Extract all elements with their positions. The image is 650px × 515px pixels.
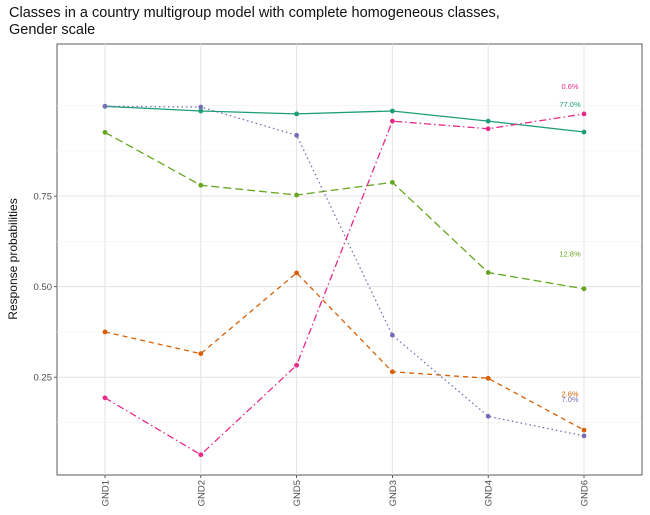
data-point: [581, 111, 587, 117]
y-tick-label: 0.25: [34, 373, 53, 384]
data-point: [485, 118, 491, 124]
data-point: [581, 427, 587, 433]
data-point: [102, 129, 108, 135]
x-tick-label: GND3: [388, 480, 399, 506]
y-axis-ticks: 0.25 0.50 0.75: [34, 192, 57, 384]
x-axis-ticks: GND1 GND2 GND5 GND3 GND4 GND6: [101, 475, 591, 506]
class-share-label: 7.0%: [561, 395, 578, 404]
x-tick-label: GND1: [101, 480, 112, 506]
data-point: [294, 270, 299, 276]
data-point: [485, 375, 491, 381]
data-point: [102, 329, 108, 335]
data-point: [581, 129, 587, 135]
data-point: [485, 413, 491, 419]
chart-title-line-1: Classes in a country multigroup model wi…: [9, 5, 500, 21]
series-line: [104, 105, 585, 437]
x-tick-label: GND2: [196, 480, 207, 506]
y-tick-label: 0.75: [34, 192, 53, 203]
series-lines: [104, 105, 585, 456]
data-point: [198, 108, 204, 114]
data-point: [294, 362, 299, 368]
series-line: [104, 113, 585, 456]
data-point: [198, 452, 204, 458]
data-point: [294, 111, 299, 117]
data-point: [390, 108, 395, 114]
data-point: [198, 182, 204, 188]
data-point: [198, 351, 204, 357]
series-line: [104, 272, 585, 431]
y-tick-label: 0.50: [34, 282, 53, 293]
class-share-label: 12.8%: [559, 250, 581, 259]
series-line: [104, 105, 585, 133]
grid-lines: [57, 44, 642, 475]
class-share-label: 0.6%: [561, 82, 578, 91]
data-point: [102, 395, 108, 401]
chart-title: Classes in a country multigroup model wi…: [9, 5, 500, 39]
data-point: [390, 179, 395, 185]
data-points: [102, 103, 587, 458]
data-point: [198, 104, 204, 110]
y-axis-label: Response probabilities: [6, 198, 20, 319]
data-point: [485, 126, 491, 132]
chart-title-line-2: Gender scale: [9, 22, 96, 38]
data-point: [390, 369, 395, 375]
x-tick-label: GND6: [580, 480, 591, 506]
class-share-label: 77.0%: [559, 100, 581, 109]
data-point: [294, 192, 299, 198]
data-point: [485, 270, 491, 275]
data-point: [581, 433, 587, 439]
annotations: 0.6% 77.0% 12.8% 2.6%7.0%: [559, 82, 581, 404]
series-line: [104, 131, 585, 290]
plot-panel: [56, 43, 643, 476]
class-share-label: 2.6%: [561, 390, 578, 399]
x-tick-label: GND5: [292, 480, 303, 506]
data-point: [294, 132, 299, 138]
x-tick-label: GND4: [484, 480, 495, 506]
data-point: [581, 286, 587, 292]
data-point: [390, 332, 395, 338]
data-point: [390, 118, 395, 124]
data-point: [102, 103, 108, 109]
